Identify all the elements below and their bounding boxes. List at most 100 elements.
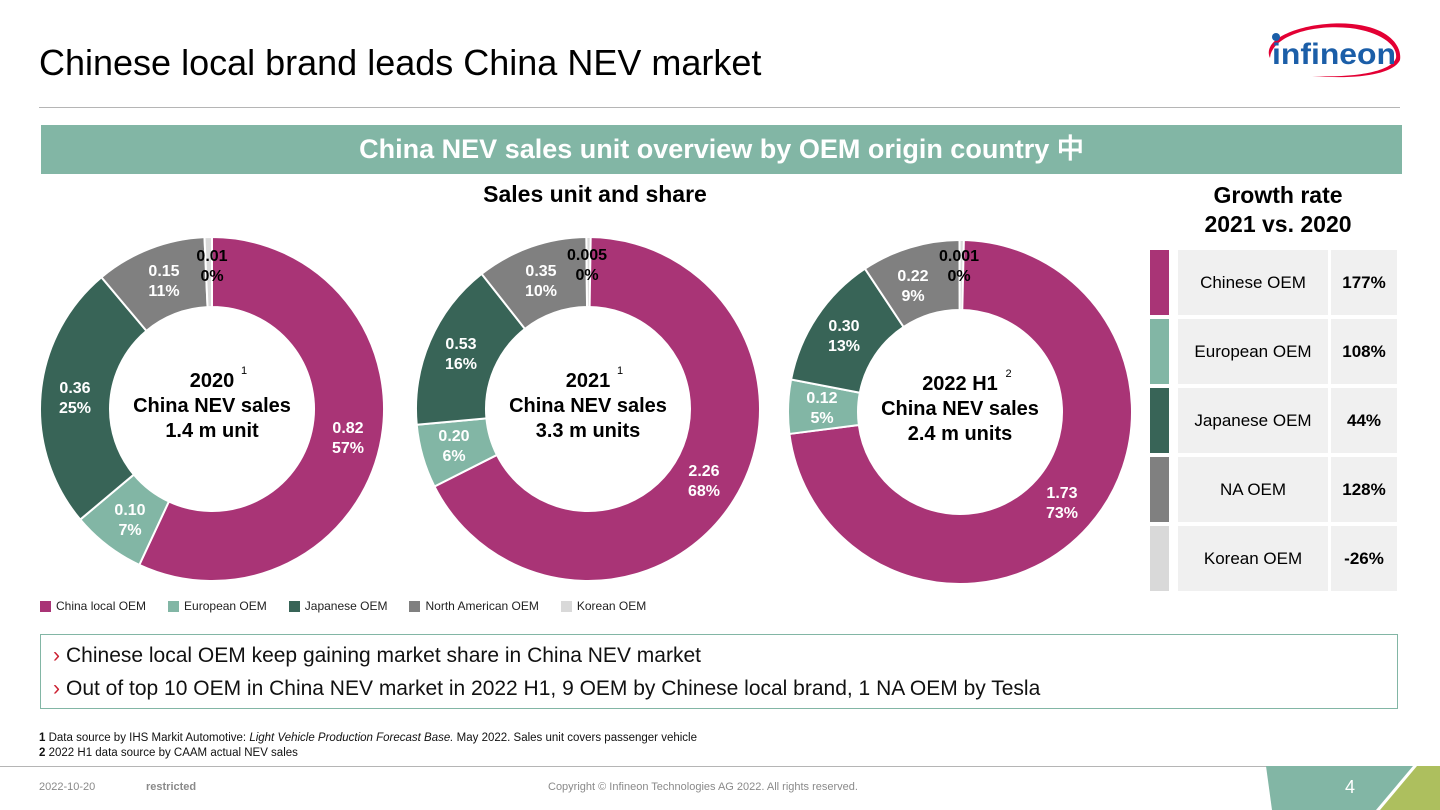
growth-rate-value: 44% <box>1331 388 1397 453</box>
donut-center-label: China NEV sales <box>509 395 667 417</box>
growth-color-swatch <box>1150 388 1169 453</box>
data-label-value: 0.30 <box>828 318 859 335</box>
footer-classification: restricted <box>146 781 197 793</box>
bullet-chevron-icon: › <box>53 677 60 700</box>
takeaway-text: Out of top 10 OEM in China NEV market in… <box>66 677 1041 700</box>
data-label-value: 0.20 <box>438 428 469 445</box>
takeaway-item: › Chinese local OEM keep gaining market s… <box>53 644 701 668</box>
takeaway-text: Chinese local OEM keep gaining market sh… <box>66 644 701 667</box>
data-label-value: 0.01 <box>196 248 227 265</box>
legend-item: Korean OEM <box>560 599 647 613</box>
growth-oem-name: Japanese OEM <box>1178 388 1328 453</box>
footnote-number: 2 <box>39 747 46 759</box>
donut-segment-china-local-oem <box>788 238 1133 585</box>
legend-label: Japanese OEM <box>304 599 388 613</box>
data-label-value: 0.22 <box>897 268 928 285</box>
legend-item: North American OEM <box>409 599 539 613</box>
data-label-value: 0.001 <box>939 248 979 265</box>
growth-oem-name: Chinese OEM <box>1178 250 1328 315</box>
growth-heading: Growth rate 2021 vs. 2020 <box>1160 181 1396 239</box>
growth-row: NA OEM 128% <box>1150 457 1398 522</box>
data-label-share: 13% <box>828 338 860 355</box>
growth-oem-name: European OEM <box>1178 319 1328 384</box>
data-label-share: 16% <box>445 356 477 373</box>
growth-rate-value: 177% <box>1331 250 1397 315</box>
footnote-1: 1 Data source by IHS Markit Automotive: … <box>39 732 697 744</box>
data-label-share: 25% <box>59 400 91 417</box>
growth-rate-value: -26% <box>1331 526 1397 591</box>
donut-center-label: 2020 <box>190 370 235 392</box>
footer-divider <box>0 766 1270 767</box>
donut-chart-2: 1.73 73% 0.12 5% 0.30 13% 0.22 9% 0.001 0% 2022 H1… <box>787 238 1133 585</box>
data-label-share: 6% <box>442 448 465 465</box>
data-label-value: 0.82 <box>332 420 363 437</box>
logo-text: infineon <box>1272 38 1396 71</box>
donut-center-label: China NEV sales <box>133 395 291 417</box>
slide-title: Chinese local brand leads China NEV mark… <box>39 42 762 83</box>
donut-center-label: 1.4 m unit <box>165 420 259 442</box>
growth-rate-value: 128% <box>1331 457 1397 522</box>
donut-center-label: 2022 H1 <box>922 373 998 395</box>
charts-subheading: Sales unit and share <box>483 181 707 207</box>
growth-color-swatch <box>1150 319 1169 384</box>
growth-color-swatch <box>1150 457 1169 522</box>
growth-row: Korean OEM -26% <box>1150 526 1398 591</box>
chart-legend: China local OEM European OEM Japanese OEM N… <box>40 599 668 613</box>
legend-label: China local OEM <box>56 599 147 613</box>
donut-chart-0: 0.82 57% 0.10 7% 0.36 25% 0.15 11% 0.01 0% 2020 1 Ch… <box>39 235 385 582</box>
data-label-share: 7% <box>118 522 141 539</box>
footnote-ref: 2 <box>1006 368 1012 380</box>
growth-oem-name: Korean OEM <box>1178 526 1328 591</box>
footnote-ref: 1 <box>241 365 247 377</box>
footnote-text: May 2022. Sales unit covers passenger ve… <box>453 732 698 744</box>
donut-center-label: 2021 <box>566 370 611 392</box>
footnote-italic: Light Vehicle Production Forecast Base. <box>249 732 454 744</box>
title-divider <box>39 107 1400 108</box>
data-label-value: 0.53 <box>445 336 476 353</box>
legend-swatch <box>168 600 180 612</box>
legend-swatch <box>409 600 421 612</box>
footer-date: 2022-10-20 <box>39 781 96 793</box>
data-label-value: 0.10 <box>114 502 145 519</box>
legend-swatch <box>288 600 300 612</box>
data-label-share: 0% <box>200 268 223 285</box>
bullet-chevron-icon: › <box>53 644 60 667</box>
data-label-share: 68% <box>688 483 720 500</box>
takeaway-item: › Out of top 10 OEM in China NEV market i… <box>53 677 1040 701</box>
footnote-text: Data source by IHS Markit Automotive: <box>48 732 250 744</box>
donut-segment-korean-oem <box>203 235 213 309</box>
growth-oem-name: NA OEM <box>1178 457 1328 522</box>
donut-segment-korean-oem <box>958 239 965 312</box>
footer-copyright: Copyright © Infineon Technologies AG 202… <box>548 781 858 793</box>
data-label-share: 0% <box>575 267 598 284</box>
donut-segment-korean-oem <box>585 236 592 309</box>
data-label-share: 57% <box>332 440 364 457</box>
footnote-2: 2 2022 H1 data source by CAAM actual NEV… <box>39 747 298 759</box>
page-number-shape <box>1266 766 1440 810</box>
legend-label: Korean OEM <box>576 599 647 613</box>
legend-item: China local OEM <box>40 599 146 613</box>
legend-label: European OEM <box>184 599 267 613</box>
donut-segment-japanese-oem <box>39 275 148 521</box>
data-label-share: 10% <box>525 283 557 300</box>
data-label-share: 5% <box>810 410 833 427</box>
page-number: 4 <box>1344 777 1355 797</box>
data-label-value: 0.35 <box>525 263 556 280</box>
data-label-value: 0.12 <box>806 390 837 407</box>
donut-center-label: China NEV sales <box>881 398 1039 420</box>
key-takeaways-box: › Chinese local OEM keep gaining market s… <box>40 634 1398 709</box>
growth-rate-value: 108% <box>1331 319 1397 384</box>
legend-item: Japanese OEM <box>288 599 388 613</box>
legend-item: European OEM <box>168 599 267 613</box>
growth-heading-line2: 2021 vs. 2020 <box>1204 211 1352 237</box>
data-label-share: 0% <box>947 268 970 285</box>
data-label-value: 2.26 <box>688 463 719 480</box>
growth-row: European OEM 108% <box>1150 319 1398 384</box>
footnote-number: 1 <box>39 732 46 744</box>
infineon-logo: infineon <box>1268 23 1401 78</box>
data-label-share: 11% <box>148 283 179 300</box>
data-label-share: 73% <box>1046 505 1078 522</box>
donut-segment-china-local-oem <box>137 235 385 582</box>
data-label-value: 0.15 <box>148 263 179 280</box>
